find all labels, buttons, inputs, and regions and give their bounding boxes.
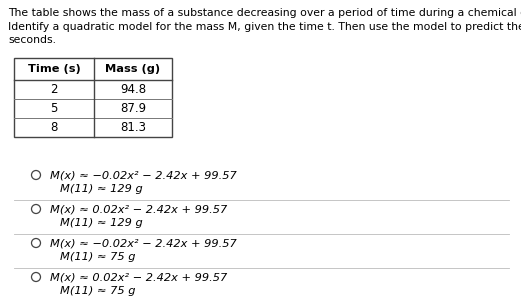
Text: M(x) ≈ 0.02x² − 2.42x + 99.57: M(x) ≈ 0.02x² − 2.42x + 99.57 <box>50 272 227 282</box>
Text: 94.8: 94.8 <box>120 83 146 96</box>
Text: M(11) ≈ 75 g: M(11) ≈ 75 g <box>60 252 135 262</box>
Text: seconds.: seconds. <box>8 35 56 45</box>
Text: M(11) ≈ 129 g: M(11) ≈ 129 g <box>60 218 143 228</box>
Text: Identify a quadratic model for the mass M, given the time t. Then use the model : Identify a quadratic model for the mass … <box>8 22 521 32</box>
Text: M(11) ≈ 129 g: M(11) ≈ 129 g <box>60 184 143 194</box>
Text: 5: 5 <box>51 102 58 115</box>
Text: Mass (g): Mass (g) <box>105 64 160 74</box>
Text: 81.3: 81.3 <box>120 121 146 134</box>
Text: Time (s): Time (s) <box>28 64 80 74</box>
Text: M(11) ≈ 75 g: M(11) ≈ 75 g <box>60 286 135 296</box>
Text: 2: 2 <box>50 83 58 96</box>
Text: The table shows the mass of a substance decreasing over a period of time during : The table shows the mass of a substance … <box>8 8 521 18</box>
Text: 8: 8 <box>51 121 58 134</box>
Text: 87.9: 87.9 <box>120 102 146 115</box>
Text: M(x) ≈ 0.02x² − 2.42x + 99.57: M(x) ≈ 0.02x² − 2.42x + 99.57 <box>50 204 227 214</box>
Text: M(x) ≈ −0.02x² − 2.42x + 99.57: M(x) ≈ −0.02x² − 2.42x + 99.57 <box>50 170 237 180</box>
Bar <box>14 58 172 137</box>
Text: M(x) ≈ −0.02x² − 2.42x + 99.57: M(x) ≈ −0.02x² − 2.42x + 99.57 <box>50 238 237 248</box>
